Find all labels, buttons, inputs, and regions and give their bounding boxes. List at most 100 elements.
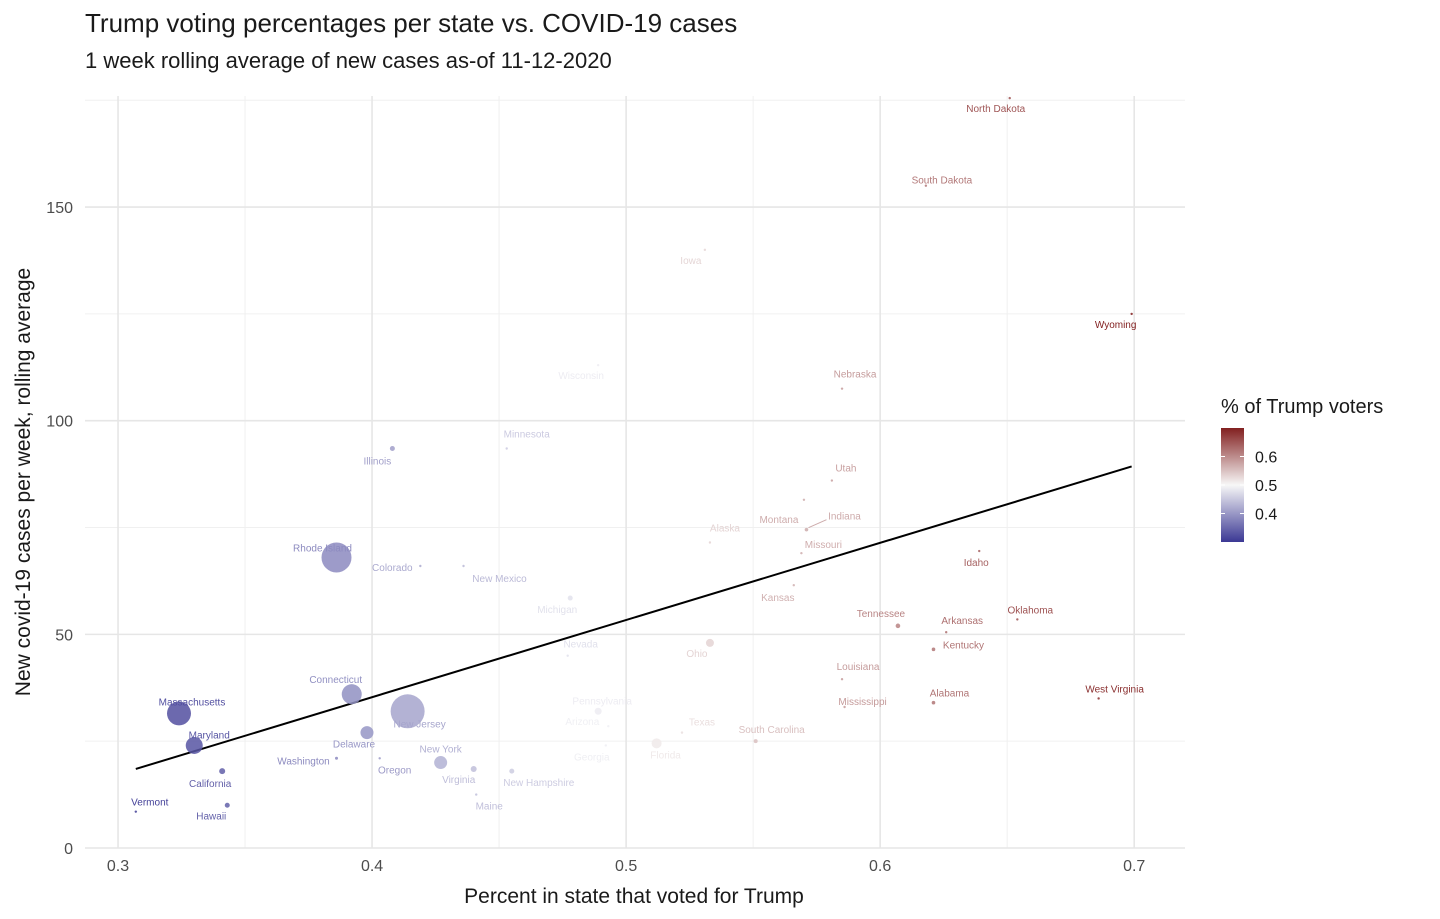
x-tick-label: 0.6: [869, 858, 891, 875]
state-point: [134, 810, 138, 813]
indiana-leader-line: [808, 519, 827, 529]
state-point: [475, 793, 478, 796]
state-point: [705, 638, 714, 647]
state-point: [931, 700, 936, 705]
state-label: North Dakota: [966, 104, 1025, 115]
state-label: Indiana: [828, 512, 861, 523]
x-tick-label: 0.3: [107, 858, 129, 875]
legend-tick-label: 0.5: [1255, 478, 1277, 495]
state-label: Kansas: [761, 593, 794, 604]
state-label: Illinois: [363, 457, 391, 468]
state-point: [596, 363, 600, 367]
state-point: [924, 184, 928, 187]
state-point: [604, 744, 607, 747]
x-tick-label: 0.4: [361, 858, 383, 875]
state-label: Massachusetts: [159, 697, 226, 708]
state-point: [335, 756, 339, 760]
legend-tick-label: 0.6: [1255, 450, 1277, 467]
state-point: [419, 564, 422, 568]
state-point: [792, 584, 795, 587]
state-label: South Dakota: [912, 176, 973, 187]
state-point: [651, 738, 662, 749]
state-label: Missouri: [805, 540, 842, 551]
state-point: [945, 631, 948, 634]
state-point: [753, 739, 758, 744]
state-label: Maryland: [189, 730, 230, 741]
state-label: Minnesota: [504, 430, 551, 441]
state-label: New Jersey: [394, 719, 446, 730]
state-label: Kentucky: [943, 640, 984, 651]
x-axis-title: Percent in state that voted for Trump: [464, 885, 804, 908]
state-point: [378, 757, 381, 760]
trend-line: [135, 465, 1132, 770]
color-legend: % of Trump voters 0.4 0.5 0.6: [1221, 396, 1383, 542]
state-point: [219, 768, 226, 775]
state-point: [341, 684, 362, 705]
x-tick-label: 0.7: [1123, 858, 1145, 875]
state-label: New Hampshire: [503, 778, 575, 789]
state-label: Pennsylvania: [572, 696, 632, 707]
trend-line-group: [135, 465, 1132, 770]
state-label: South Carolina: [739, 725, 806, 736]
point-layer: [134, 96, 1133, 813]
state-point: [434, 756, 448, 770]
axes: 0.3 0.4 0.5 0.6 0.7 0 50 100 150 Percent in state…: [12, 200, 1145, 908]
state-label: Oregon: [378, 765, 411, 776]
chart-title: Trump voting percentages per state vs. C…: [85, 8, 738, 38]
state-label: Iowa: [680, 256, 702, 267]
state-point: [978, 549, 981, 553]
state-point: [594, 707, 602, 715]
state-point: [1008, 96, 1011, 100]
state-label: Vermont: [131, 798, 168, 809]
state-label: Washington: [277, 756, 329, 767]
state-point: [802, 498, 806, 501]
state-point: [390, 694, 425, 729]
state-point: [185, 736, 203, 754]
state-point: [843, 705, 846, 709]
state-point: [1016, 618, 1019, 621]
state-label: California: [189, 779, 232, 790]
y-tick-label: 150: [46, 200, 73, 217]
state-label: Wyoming: [1095, 320, 1137, 331]
state-label: Alaska: [710, 524, 740, 535]
state-label: Virginia: [442, 775, 476, 786]
y-axis-title: New covid-19 cases per week, rolling ave…: [12, 268, 35, 696]
legend-colorbar: [1221, 428, 1244, 542]
state-label: New Mexico: [472, 574, 527, 585]
state-point: [840, 387, 844, 390]
legend-tick-label: 0.4: [1255, 507, 1277, 524]
state-point: [931, 647, 936, 652]
state-point: [470, 765, 477, 772]
state-label: Delaware: [333, 740, 376, 751]
state-label: West Virginia: [1085, 684, 1144, 695]
state-point: [1130, 312, 1133, 316]
state-point: [389, 446, 395, 451]
state-point: [607, 725, 610, 728]
state-label: Arkansas: [941, 616, 983, 627]
state-point: [462, 564, 465, 568]
y-tick-label: 0: [64, 841, 73, 858]
y-tick-label: 100: [46, 414, 73, 431]
state-point: [567, 595, 573, 601]
state-label: Utah: [835, 464, 856, 475]
x-tick-label: 0.5: [615, 858, 637, 875]
state-label: Maine: [476, 802, 504, 813]
state-point: [1097, 697, 1100, 700]
state-label: Texas: [689, 718, 715, 729]
state-label: Nebraska: [834, 370, 877, 381]
state-label: Louisiana: [837, 662, 880, 673]
state-label: Colorado: [372, 563, 413, 574]
state-label: Nevada: [563, 640, 598, 651]
state-point: [505, 447, 508, 450]
state-point: [360, 726, 374, 740]
chart-subtitle: 1 week rolling average of new cases as-o…: [85, 48, 612, 73]
state-label: Wisconsin: [558, 371, 604, 382]
state-point: [224, 802, 230, 808]
state-label: Florida: [650, 750, 681, 761]
state-label: Alabama: [930, 689, 970, 700]
state-label: Tennessee: [857, 609, 906, 620]
state-point: [804, 527, 809, 532]
state-point: [708, 541, 712, 544]
state-label: Arizona: [565, 717, 599, 728]
state-point: [800, 551, 803, 555]
